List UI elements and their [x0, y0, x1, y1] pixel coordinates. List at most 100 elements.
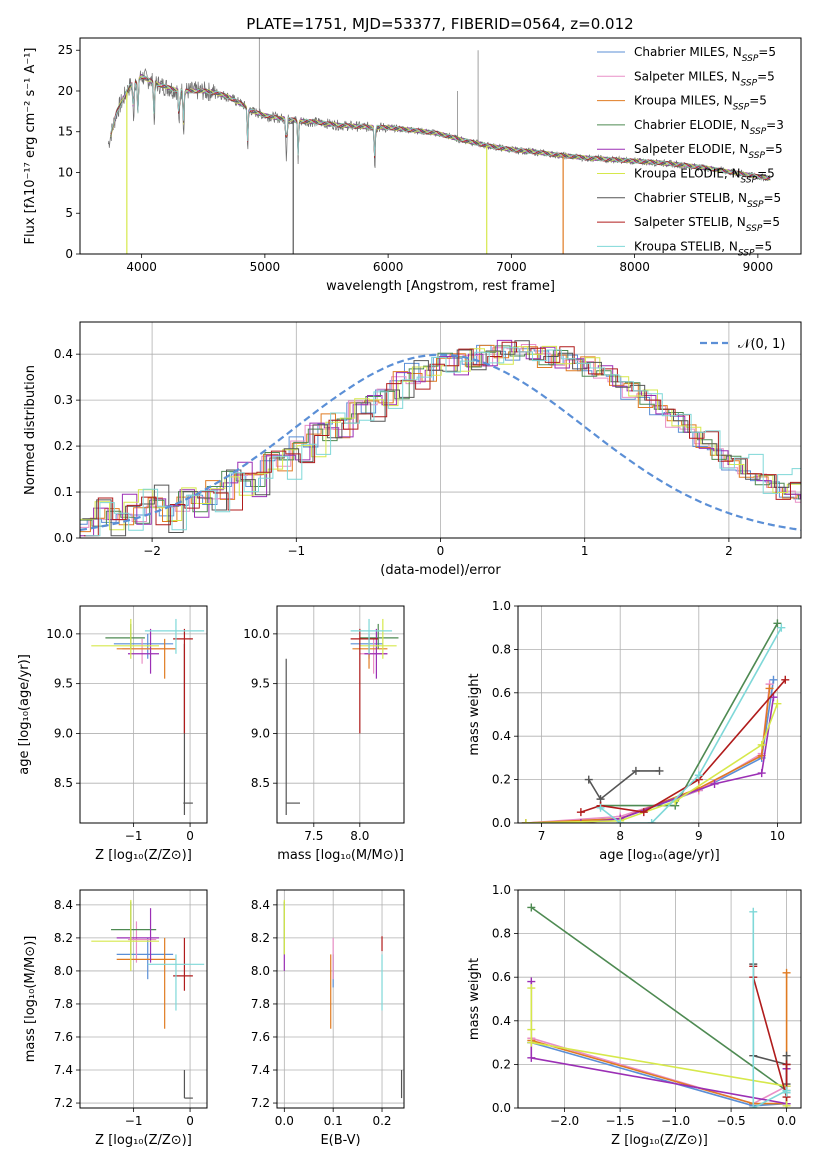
x-tick-label: 6000 [373, 260, 404, 274]
x-tick-label: 0 [437, 544, 445, 558]
weight-series-line [580, 696, 775, 823]
plot-frame [79, 889, 208, 1109]
weight-point-marker [749, 907, 758, 916]
legend-entry: Salpeter MILES, NSSP=5 [634, 69, 775, 88]
model-spectrum-line [110, 76, 771, 180]
weight-point-marker [527, 1038, 536, 1047]
weight-point-marker [782, 1060, 791, 1069]
weight-series-line [600, 627, 782, 823]
weight-point-marker [655, 766, 664, 775]
y-tick-label: 0.2 [492, 1057, 511, 1071]
x-axis-label: Z [log₁₀(Z/Z⊙)] [95, 1133, 192, 1148]
x-tick-label: 2 [725, 544, 733, 558]
weight-point-marker [710, 779, 719, 788]
plot-frame [517, 889, 802, 1109]
y-tick-label: 8.0 [54, 964, 73, 978]
y-tick-label: 7.4 [251, 1063, 270, 1077]
weight-series-line [531, 972, 788, 1105]
y-tick-label: 0.0 [492, 1101, 511, 1115]
y-tick-label: 15 [58, 125, 73, 139]
weight-series-line [531, 1037, 787, 1105]
x-tick-label: −1 [125, 1114, 143, 1128]
weight-series-line [530, 906, 788, 1092]
x-tick-label: 7000 [496, 260, 527, 274]
x-tick-label: 8000 [619, 260, 650, 274]
legend-entry: Salpeter STELIB, NSSP=5 [634, 215, 780, 234]
y-tick-label: 0.0 [54, 531, 73, 545]
x-tick-label: 0.2 [372, 1114, 391, 1128]
weight-point-marker [782, 968, 791, 977]
y-tick-label: 5 [65, 206, 73, 220]
x-tick-label: 0.0 [777, 1114, 796, 1128]
y-tick-label: 25 [58, 43, 73, 57]
legend-entry: Kroupa ELODIE, NSSP=5 [634, 167, 775, 186]
weight-series-line [752, 964, 788, 1084]
weight-series-group [521, 619, 790, 823]
mass-vs-extinction-panel: 0.0 0.1 0.2 7.2 7.4 7.6 7.8 8.0 8.2 8.4 E(B-V) [251, 889, 405, 1148]
histogram-step-line [83, 341, 801, 537]
y-tick-label: 10.0 [243, 627, 270, 641]
x-tick-label: −2.0 [550, 1114, 579, 1128]
weight-point-marker [765, 684, 774, 693]
weight-series-group [527, 903, 791, 1108]
weight-point-marker [757, 769, 766, 778]
weight-series-line [525, 684, 771, 823]
figure-title: PLATE=1751, MJD=53377, FIBERID=0564, z=0… [246, 15, 633, 33]
age-vs-metallicity-panel: −1 0 8.5 9.0 9.5 10.0 Z [log₁₀(Z/Z⊙)] age [log₁… [17, 605, 208, 863]
y-tick-label: 0.6 [492, 970, 511, 984]
x-tick-label: 5000 [250, 260, 281, 274]
weight-point-marker [773, 619, 782, 628]
y-tick-label: 0.6 [492, 686, 511, 700]
y-axis-label: Flux [fλ10⁻¹⁷ erg cm⁻² s⁻¹ A⁻¹] [23, 48, 38, 245]
y-tick-label: 0.4 [54, 347, 73, 361]
x-tick-label: −1 [287, 544, 305, 558]
y-tick-label: 20 [58, 84, 73, 98]
age-vs-mass-panel: 7.5 8.0 8.5 9.0 9.5 10.0 mass [log₁₀(M/M⊙)] [243, 605, 405, 863]
y-tick-label: 8.4 [251, 898, 270, 912]
y-tick-label: 0.2 [492, 773, 511, 787]
weight-point-marker [769, 675, 778, 684]
x-tick-label: 0 [186, 1114, 194, 1128]
weight-point-marker [521, 819, 530, 823]
model-spectrum-line [110, 77, 771, 180]
legend-entry: Chabrier MILES, NSSP=5 [634, 45, 776, 64]
histogram-step-line [80, 345, 801, 527]
x-tick-label: 0.0 [275, 1114, 294, 1128]
x-tick-label: −1.0 [661, 1114, 690, 1128]
legend-entry: Chabrier STELIB, NSSP=5 [634, 191, 781, 210]
x-axis-label: Z [log₁₀(Z/Z⊙)] [611, 1133, 708, 1148]
y-tick-label: 0 [65, 247, 73, 261]
y-tick-label: 1.0 [492, 599, 511, 613]
plot-frame [79, 37, 802, 255]
y-tick-label: 1.0 [492, 883, 511, 897]
histogram-step-line [80, 344, 801, 533]
histogram-panel: −2 −1 0 1 2 0.0 0.1 0.2 0.3 0.4 (data-model)/error… [23, 321, 802, 578]
weight-series-line [530, 988, 788, 1106]
weight-point-marker [639, 808, 648, 817]
x-tick-label: 7.5 [304, 829, 323, 843]
histogram-step-line [82, 340, 801, 537]
x-tick-label: 1 [581, 544, 589, 558]
x-tick-label: 9 [695, 829, 703, 843]
error-bar-group [283, 899, 403, 1099]
x-tick-label: −1.5 [606, 1114, 635, 1128]
x-axis-label: mass [log₁₀(M/M⊙)] [277, 848, 404, 863]
weight-point-marker [694, 771, 703, 780]
y-tick-label: 8.2 [54, 931, 73, 945]
y-tick-label: 9.0 [54, 726, 73, 740]
y-tick-label: 0.2 [54, 439, 73, 453]
weight-point-marker [631, 766, 640, 775]
y-tick-label: 7.8 [54, 997, 73, 1011]
x-tick-label: 4000 [126, 260, 157, 274]
weight-point-marker [782, 1101, 791, 1108]
y-tick-label: 7.2 [251, 1096, 270, 1110]
weight-point-marker [576, 808, 585, 817]
weight-point-marker [527, 984, 536, 993]
x-tick-label: 9000 [743, 260, 774, 274]
weight-point-marker [596, 803, 605, 812]
weight-series-line [525, 679, 775, 823]
histogram-step-line [80, 345, 801, 531]
legend-entry: 𝒩(0, 1) [738, 337, 785, 352]
weight-point-marker [527, 903, 536, 912]
